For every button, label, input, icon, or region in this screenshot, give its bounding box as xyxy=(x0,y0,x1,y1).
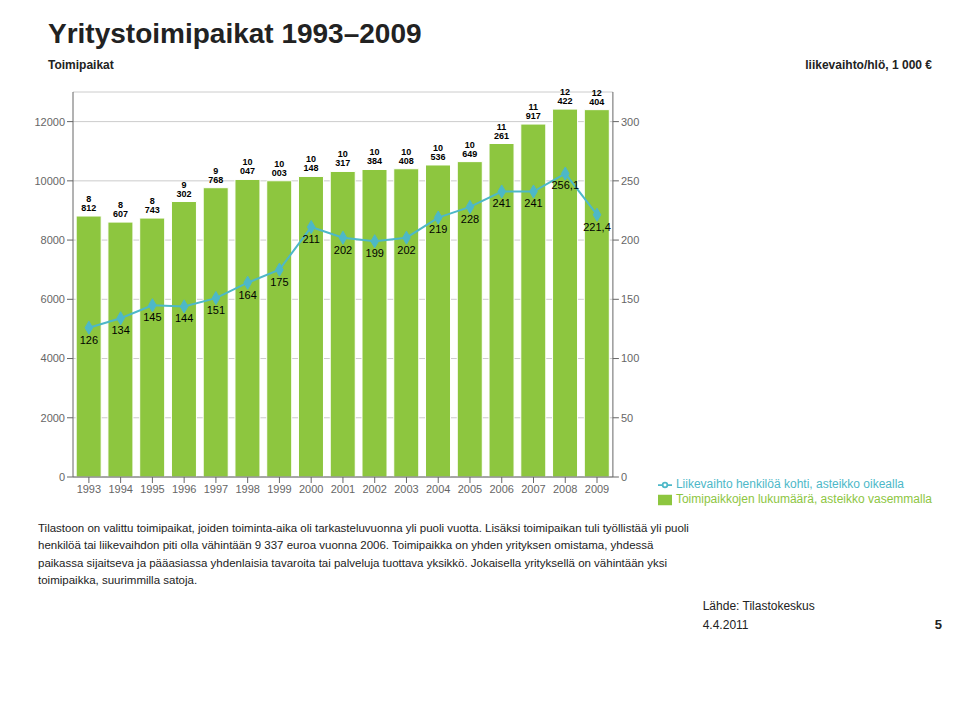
html-text:5: 5 xyxy=(934,616,942,632)
svg-text:12000: 12000 xyxy=(34,116,65,128)
svg-text:256,1: 256,1 xyxy=(551,179,579,191)
svg-text:145: 145 xyxy=(143,311,161,323)
svg-text:1997: 1997 xyxy=(204,483,228,495)
svg-text:1998: 1998 xyxy=(235,483,259,495)
svg-text:12404: 12404 xyxy=(589,88,604,107)
svg-text:8000: 8000 xyxy=(41,234,65,246)
svg-text:241: 241 xyxy=(524,197,542,209)
svg-text:2002: 2002 xyxy=(362,483,386,495)
svg-text:0: 0 xyxy=(621,471,627,483)
svg-text:228: 228 xyxy=(461,213,479,225)
svg-text:2003: 2003 xyxy=(394,483,418,495)
svg-text:202: 202 xyxy=(397,244,415,256)
svg-text:2000: 2000 xyxy=(299,483,323,495)
svg-text:150: 150 xyxy=(621,293,639,305)
svg-text:10047: 10047 xyxy=(240,157,255,176)
svg-text:9302: 9302 xyxy=(176,180,191,199)
svg-text:200: 200 xyxy=(621,234,639,246)
svg-text:1999: 1999 xyxy=(267,483,291,495)
svg-text:10003: 10003 xyxy=(272,159,287,178)
html-text:Liikevaihto henkilöä kohti, as: Liikevaihto henkilöä kohti, asteikko oik… xyxy=(675,477,904,492)
svg-text:10000: 10000 xyxy=(34,175,65,187)
svg-text:50: 50 xyxy=(621,412,633,424)
svg-text:126: 126 xyxy=(80,334,98,346)
svg-text:219: 219 xyxy=(429,223,447,235)
svg-text:151: 151 xyxy=(207,304,225,316)
svg-text:2005: 2005 xyxy=(458,483,482,495)
svg-text:1994: 1994 xyxy=(108,483,132,495)
svg-text:2000: 2000 xyxy=(41,412,65,424)
svg-text:211: 211 xyxy=(302,233,320,245)
html-text:Toimipaikat: Toimipaikat xyxy=(48,58,114,72)
svg-text:1993: 1993 xyxy=(77,483,101,495)
svg-text:10317: 10317 xyxy=(335,149,350,168)
svg-text:12422: 12422 xyxy=(558,87,573,106)
svg-text:100: 100 xyxy=(621,352,639,364)
svg-text:10536: 10536 xyxy=(431,143,446,162)
html-text:Yritystoimipaikat 1993–2009: Yritystoimipaikat 1993–2009 xyxy=(48,18,422,49)
svg-text:221,4: 221,4 xyxy=(583,221,611,233)
svg-text:10408: 10408 xyxy=(399,147,414,166)
svg-text:144: 144 xyxy=(175,312,193,324)
svg-text:2008: 2008 xyxy=(553,483,577,495)
html-text:Toimipaikkojen lukumäärä, aste: Toimipaikkojen lukumäärä, asteikko vasem… xyxy=(675,492,932,507)
svg-text:8812: 8812 xyxy=(81,194,96,213)
svg-text:11261: 11261 xyxy=(494,122,509,141)
svg-text:0: 0 xyxy=(59,471,65,483)
svg-text:2009: 2009 xyxy=(585,483,609,495)
html-text:4.4.2011: 4.4.2011 xyxy=(702,618,749,633)
svg-text:241: 241 xyxy=(493,197,511,209)
svg-text:2001: 2001 xyxy=(331,483,355,495)
svg-text:10384: 10384 xyxy=(367,147,382,166)
svg-text:10148: 10148 xyxy=(303,154,318,173)
svg-text:8743: 8743 xyxy=(145,196,160,215)
svg-text:202: 202 xyxy=(334,244,352,256)
svg-text:2006: 2006 xyxy=(489,483,513,495)
svg-text:11917: 11917 xyxy=(526,102,541,121)
svg-text:164: 164 xyxy=(238,289,256,301)
svg-text:8607: 8607 xyxy=(113,200,128,219)
svg-text:250: 250 xyxy=(621,175,639,187)
html-text:liikevaihto/hlö, 1 000 €: liikevaihto/hlö, 1 000 € xyxy=(805,58,932,72)
svg-text:4000: 4000 xyxy=(41,352,65,364)
svg-text:300: 300 xyxy=(621,116,639,128)
svg-text:10649: 10649 xyxy=(462,140,477,159)
svg-text:1995: 1995 xyxy=(140,483,164,495)
svg-text:2004: 2004 xyxy=(426,483,450,495)
svg-text:6000: 6000 xyxy=(41,293,65,305)
svg-text:9768: 9768 xyxy=(208,166,223,185)
svg-text:175: 175 xyxy=(270,276,288,288)
svg-text:1996: 1996 xyxy=(172,483,196,495)
svg-text:134: 134 xyxy=(111,324,129,336)
svg-text:199: 199 xyxy=(366,247,384,259)
html-text:Lähde: Tilastokeskus: Lähde: Tilastokeskus xyxy=(702,599,815,613)
svg-text:2007: 2007 xyxy=(521,483,545,495)
html-text:Tilastoon on valittu toimipaik: Tilastoon on valittu toimipaikat, joiden… xyxy=(38,522,689,586)
